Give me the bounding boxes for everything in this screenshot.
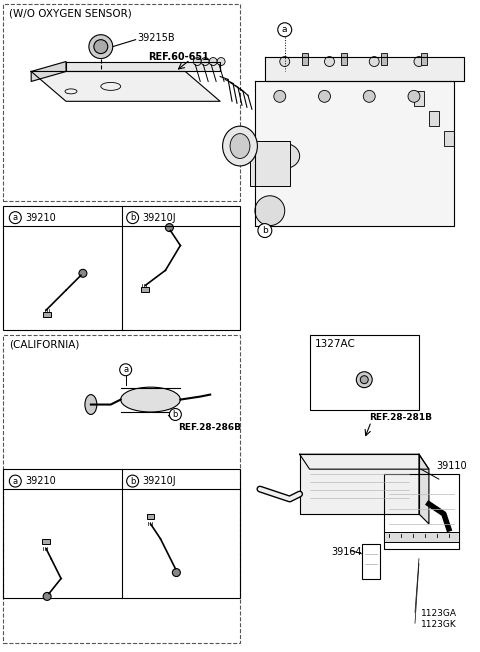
Text: 39215B: 39215B [138,33,175,42]
Bar [444,131,454,146]
Polygon shape [31,61,66,82]
Ellipse shape [270,143,300,168]
Polygon shape [31,72,220,101]
Ellipse shape [230,134,250,158]
Bar [301,53,308,65]
Circle shape [201,57,209,65]
Circle shape [414,57,424,67]
Circle shape [274,91,286,102]
Circle shape [278,23,292,37]
Circle shape [356,372,372,388]
Text: 39210J: 39210J [143,213,176,222]
Circle shape [217,57,225,65]
Text: REF.60-651: REF.60-651 [148,52,209,61]
Bar [414,91,424,106]
Circle shape [169,409,181,421]
Circle shape [255,196,285,226]
Bar [384,474,459,549]
Text: b: b [262,226,268,235]
Text: 1123GA: 1123GA [421,609,457,618]
Bar [3,205,240,330]
Circle shape [120,364,132,376]
Text: (W/O OXYGEN SENSOR): (W/O OXYGEN SENSOR) [9,9,132,19]
Circle shape [9,475,21,487]
Circle shape [319,91,330,102]
Circle shape [324,57,335,67]
Text: b: b [173,410,178,419]
Text: 1123GK: 1123GK [421,620,456,629]
Circle shape [360,376,368,383]
Text: (CALIFORNIA): (CALIFORNIA) [9,340,80,350]
Text: 39210J: 39210J [143,476,176,486]
Circle shape [363,91,375,102]
Circle shape [280,57,290,67]
Text: 39210: 39210 [25,213,56,222]
Circle shape [369,57,379,67]
Text: b: b [130,213,135,222]
Bar [421,53,427,65]
Bar [43,312,51,317]
Bar [3,4,240,201]
Text: a: a [13,477,18,486]
Text: 39164: 39164 [332,546,362,557]
Circle shape [172,569,180,576]
Circle shape [209,57,217,65]
Text: REF.28-281B: REF.28-281B [369,413,432,422]
Circle shape [94,40,108,53]
Bar [310,335,419,409]
Circle shape [127,212,139,224]
Text: b: b [130,477,135,486]
Circle shape [408,91,420,102]
Ellipse shape [223,126,257,166]
Bar [429,111,439,126]
Polygon shape [419,454,429,524]
Text: 39110: 39110 [436,461,467,471]
Circle shape [127,475,139,487]
Circle shape [43,593,51,600]
Polygon shape [300,454,429,469]
Bar [362,544,380,578]
Text: a: a [282,25,288,34]
Polygon shape [265,57,464,82]
Circle shape [9,212,21,224]
Bar [3,335,240,643]
Text: REF.28-286B: REF.28-286B [179,423,241,432]
Circle shape [79,269,87,277]
Polygon shape [255,82,454,226]
Bar [384,532,459,542]
Text: a: a [123,365,128,374]
Circle shape [258,224,272,237]
Text: a: a [13,213,18,222]
Bar [3,469,240,599]
Bar [42,539,50,544]
Text: 1327AC: 1327AC [314,339,356,349]
Polygon shape [66,61,220,72]
Circle shape [89,35,113,59]
Text: 39210: 39210 [25,476,56,486]
Polygon shape [300,454,419,514]
Ellipse shape [85,394,97,415]
Ellipse shape [120,387,180,412]
Bar [341,53,348,65]
Circle shape [193,57,201,65]
Circle shape [166,224,173,231]
Bar [141,288,148,292]
Bar [146,514,155,519]
Bar [381,53,387,65]
Bar [250,141,290,186]
